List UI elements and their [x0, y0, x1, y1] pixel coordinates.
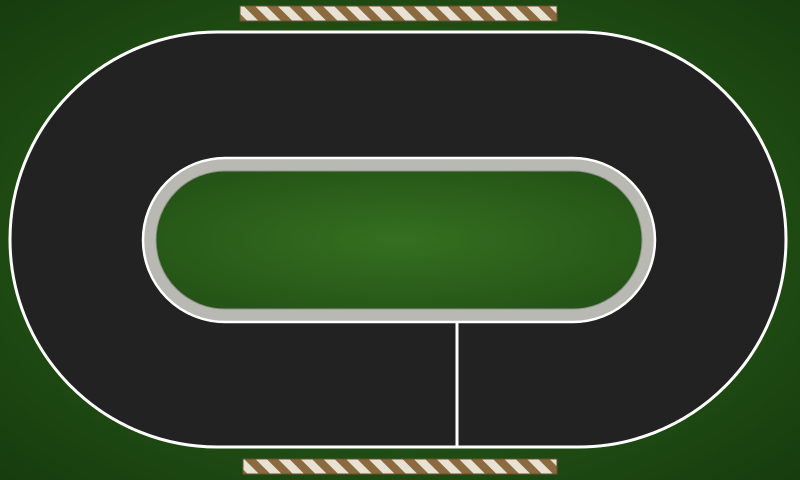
barrier-top	[239, 5, 558, 22]
barrier-bottom	[242, 458, 558, 475]
infield-grass	[155, 170, 643, 310]
